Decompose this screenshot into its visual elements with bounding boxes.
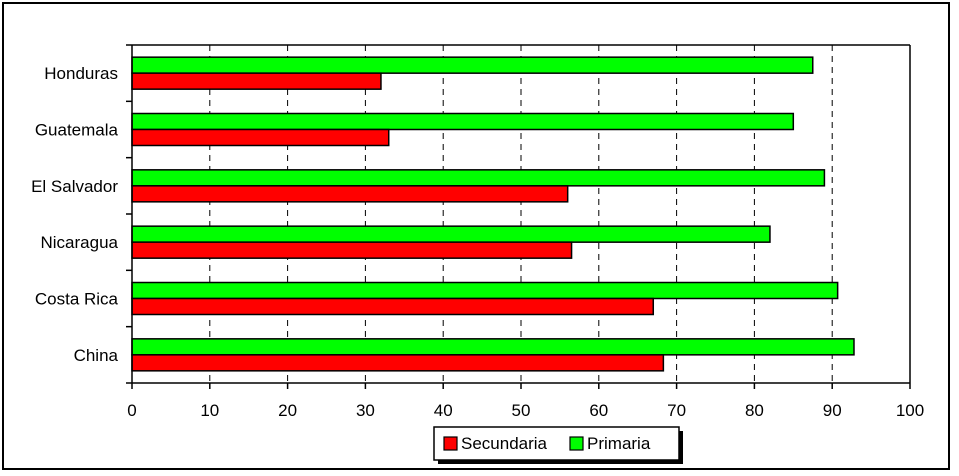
bar-primaria-3 — [131, 225, 771, 243]
x-tick-label-6: 60 — [589, 401, 608, 420]
x-tick-label-0: 0 — [127, 401, 136, 420]
bar-primaria-5 — [131, 338, 855, 356]
x-tick-label-1: 10 — [200, 401, 219, 420]
legend-box — [433, 426, 680, 461]
bar-primaria-4 — [131, 281, 839, 300]
category-label-5: China — [74, 346, 119, 365]
x-tick-label-2: 20 — [278, 401, 297, 420]
category-label-0: Honduras — [44, 64, 118, 83]
bar-secundaria-4 — [131, 297, 655, 316]
legend-label-1: Primaria — [587, 434, 651, 453]
x-tick-label-10: 100 — [896, 401, 924, 420]
bar-secundaria-2 — [131, 185, 569, 203]
bar-primaria-1 — [131, 112, 795, 131]
x-tick-label-7: 70 — [667, 401, 686, 420]
bar-primaria-0 — [131, 56, 814, 74]
bar-secundaria-0 — [131, 72, 382, 90]
x-tick-label-5: 50 — [512, 401, 531, 420]
category-label-1: Guatemala — [35, 121, 119, 140]
x-tick-label-8: 80 — [745, 401, 764, 420]
legend: Secundaria Primaria — [433, 426, 683, 464]
category-label-4: Costa Rica — [35, 290, 119, 309]
bar-secundaria-1 — [131, 128, 390, 147]
bar-secundaria-3 — [131, 241, 573, 259]
category-label-2: El Salvador — [31, 177, 118, 196]
x-tick-label-3: 30 — [356, 401, 375, 420]
legend-swatch-1 — [569, 436, 584, 451]
bar-primaria-2 — [131, 169, 826, 187]
legend-label-0: Secundaria — [461, 434, 548, 453]
category-label-3: Nicaragua — [41, 233, 119, 252]
legend-swatch-0 — [443, 436, 458, 451]
x-tick-label-4: 40 — [434, 401, 453, 420]
bar-secundaria-5 — [131, 354, 665, 372]
x-tick-label-9: 90 — [823, 401, 842, 420]
plot-area: Honduras Guatemala El Salvador Nicaragua Cos… — [31, 44, 924, 420]
